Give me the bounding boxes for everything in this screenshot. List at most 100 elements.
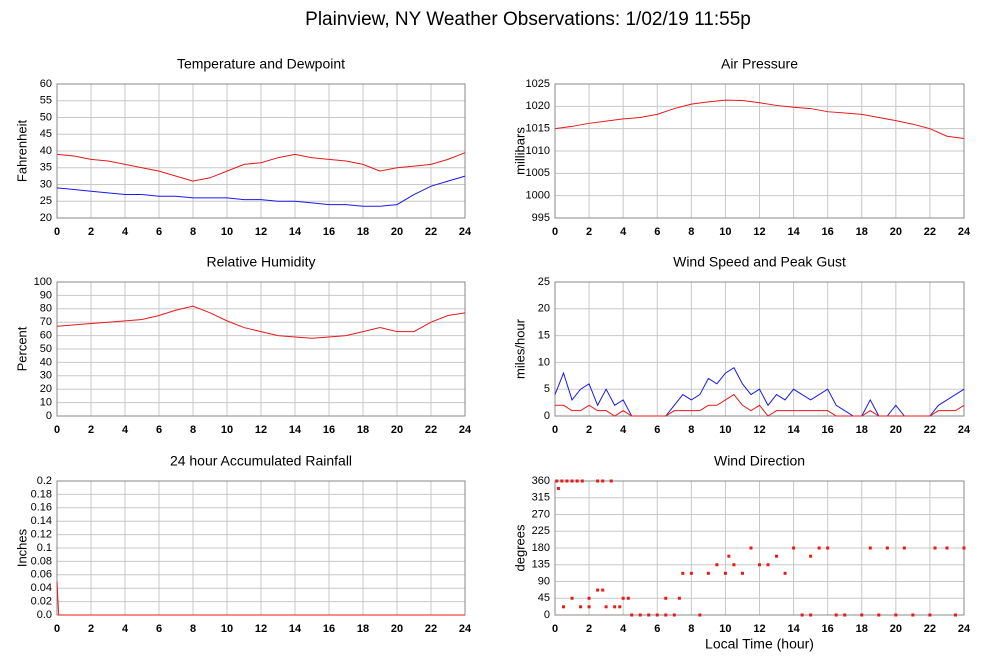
data-line <box>554 99 965 139</box>
data-point <box>613 605 617 609</box>
panel-title: Relative Humidity <box>207 254 316 270</box>
y-tick-label: 30 <box>40 178 52 190</box>
y-tick-label: 1005 <box>526 167 550 179</box>
y-tick-label: 45 <box>40 128 52 140</box>
y-tick-label: 50 <box>40 343 52 355</box>
y-tick-label: 270 <box>532 508 550 520</box>
data-point <box>928 613 932 617</box>
x-tick-label: 14 <box>289 623 302 635</box>
x-tick-label: 20 <box>391 623 403 635</box>
x-tick-label: 14 <box>787 226 800 238</box>
data-point <box>689 571 693 575</box>
data-point <box>783 571 787 575</box>
x-tick-label: 8 <box>190 623 196 635</box>
data-point <box>556 486 560 490</box>
data-point <box>655 613 659 617</box>
x-tick-label: 8 <box>190 226 196 238</box>
x-tick-label: 0 <box>552 424 558 436</box>
y-tick-label: 1010 <box>526 145 550 157</box>
y-axis-label: Fahrenheit <box>14 120 29 183</box>
data-point <box>953 613 957 617</box>
x-tick-label: 22 <box>425 424 437 436</box>
x-tick-label: 6 <box>156 226 162 238</box>
y-tick-label: 0.0 <box>37 609 52 621</box>
x-tick-label: 2 <box>88 623 94 635</box>
y-tick-label: 360 <box>532 475 550 487</box>
x-tick-label: 10 <box>221 226 233 238</box>
x-tick-label: 22 <box>924 226 936 238</box>
x-tick-label: 18 <box>357 424 369 436</box>
data-point <box>596 479 600 483</box>
x-tick-label: 14 <box>787 424 800 436</box>
x-tick-label: 6 <box>654 424 660 436</box>
x-tick-label: 24 <box>459 226 472 238</box>
data-point <box>766 563 770 567</box>
x-tick-label: 4 <box>122 424 129 436</box>
data-point <box>834 613 838 617</box>
y-tick-label: 0.02 <box>31 596 52 608</box>
y-tick-label: 0.18 <box>31 488 52 500</box>
data-point <box>792 546 796 550</box>
y-tick-label: 60 <box>40 78 52 90</box>
y-tick-label: 20 <box>538 303 550 315</box>
data-point <box>587 605 591 609</box>
y-tick-label: 0.1 <box>37 542 52 554</box>
y-tick-label: 40 <box>40 356 52 368</box>
x-tick-label: 2 <box>586 226 592 238</box>
y-tick-label: 135 <box>532 559 550 571</box>
data-point <box>885 546 889 550</box>
x-tick-label: 16 <box>323 623 335 635</box>
data-point <box>664 596 668 600</box>
data-point <box>843 613 847 617</box>
y-axis-label: Inches <box>14 528 29 567</box>
x-tick-label: 16 <box>822 226 834 238</box>
data-point <box>560 479 564 483</box>
x-tick-label: 20 <box>890 623 902 635</box>
x-tick-label: 12 <box>753 424 765 436</box>
x-tick-label: 24 <box>958 226 971 238</box>
panel-title: Wind Speed and Peak Gust <box>673 254 846 270</box>
x-tick-label: 4 <box>620 226 627 238</box>
x-tick-label: 8 <box>688 623 694 635</box>
data-point <box>580 479 584 483</box>
x-tick-label: 24 <box>958 623 971 635</box>
data-point <box>604 605 608 609</box>
y-tick-label: 45 <box>538 592 550 604</box>
data-point <box>672 613 676 617</box>
data-point <box>638 613 642 617</box>
data-point <box>706 571 710 575</box>
x-tick-label: 22 <box>924 424 936 436</box>
data-point <box>555 479 559 483</box>
y-tick-label: 90 <box>538 575 550 587</box>
plot-frame <box>56 281 466 417</box>
data-point <box>727 554 731 558</box>
data-point <box>809 554 813 558</box>
y-tick-label: 90 <box>40 289 52 301</box>
data-point <box>894 613 898 617</box>
x-tick-label: 4 <box>620 424 627 436</box>
data-point <box>933 546 937 550</box>
y-tick-label: 315 <box>532 492 550 504</box>
plot-frame <box>56 83 466 219</box>
x-tick-label: 24 <box>459 623 472 635</box>
data-point <box>570 479 574 483</box>
data-line <box>56 152 466 182</box>
data-point <box>601 588 605 592</box>
data-point <box>565 479 569 483</box>
x-tick-label: 14 <box>787 623 800 635</box>
x-axis-label: Local Time (hour) <box>705 636 814 652</box>
panel-title: Wind Direction <box>714 453 805 469</box>
data-point <box>601 479 605 483</box>
y-tick-label: 50 <box>40 111 52 123</box>
y-tick-label: 60 <box>40 330 52 342</box>
y-tick-label: 25 <box>538 276 550 288</box>
x-tick-label: 18 <box>856 424 868 436</box>
y-tick-label: 1025 <box>526 78 550 90</box>
data-line <box>56 175 466 207</box>
x-tick-label: 2 <box>88 226 94 238</box>
y-tick-label: 180 <box>532 542 550 554</box>
